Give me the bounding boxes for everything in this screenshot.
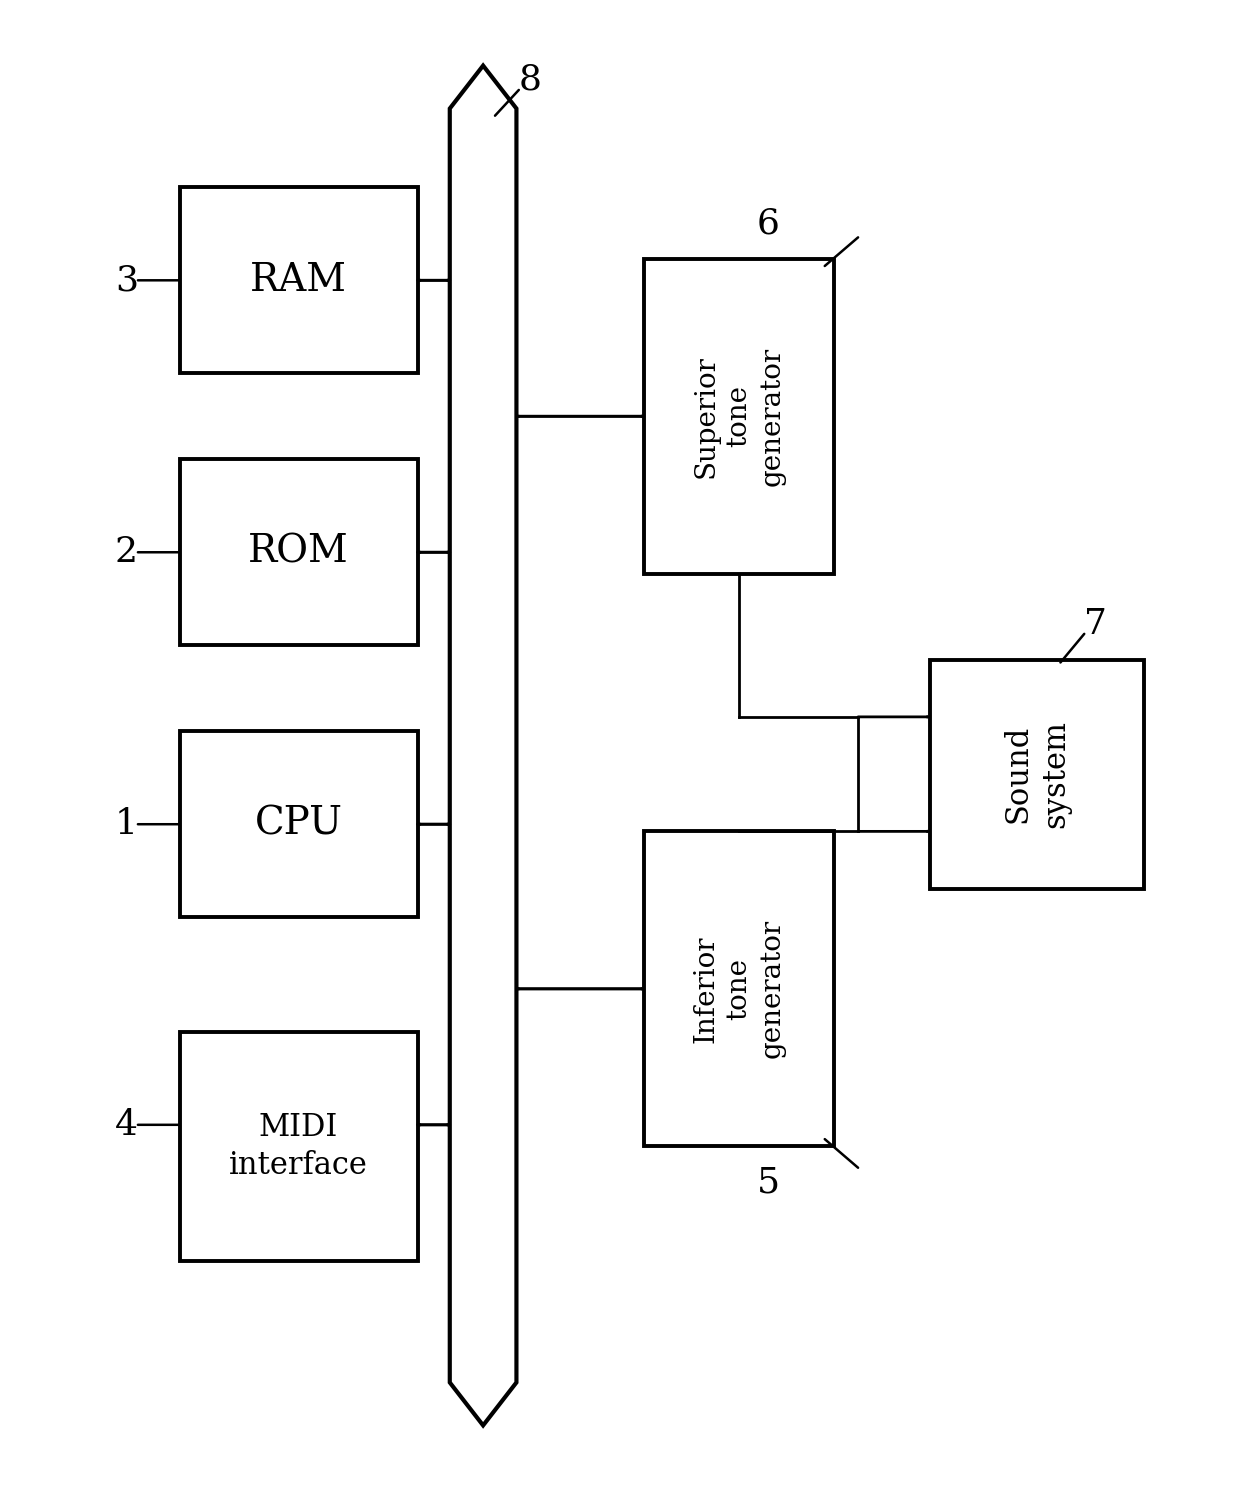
Text: ROM: ROM (248, 534, 348, 571)
Bar (930, 659, 1143, 889)
Bar (180, 459, 418, 646)
Text: 5: 5 (756, 1164, 780, 1199)
Text: Sound
system: Sound system (1002, 720, 1071, 828)
Bar (180, 731, 418, 917)
Text: 4: 4 (115, 1108, 138, 1142)
Polygon shape (450, 66, 516, 1425)
Text: 3: 3 (115, 264, 138, 297)
Text: RAM: RAM (250, 262, 347, 298)
Text: 1: 1 (115, 807, 138, 841)
Text: CPU: CPU (254, 805, 342, 842)
Text: MIDI
interface: MIDI interface (229, 1112, 368, 1181)
Text: Inferior
tone
generator: Inferior tone generator (692, 920, 786, 1059)
Text: 6: 6 (756, 206, 780, 240)
Bar (180, 188, 418, 373)
Text: Superior
tone
generator: Superior tone generator (692, 347, 786, 486)
Text: 7: 7 (1084, 607, 1107, 641)
Bar (644, 832, 835, 1147)
Bar (644, 259, 835, 574)
Text: 8: 8 (518, 63, 542, 97)
Text: 2: 2 (115, 535, 138, 570)
Bar (180, 1032, 418, 1261)
